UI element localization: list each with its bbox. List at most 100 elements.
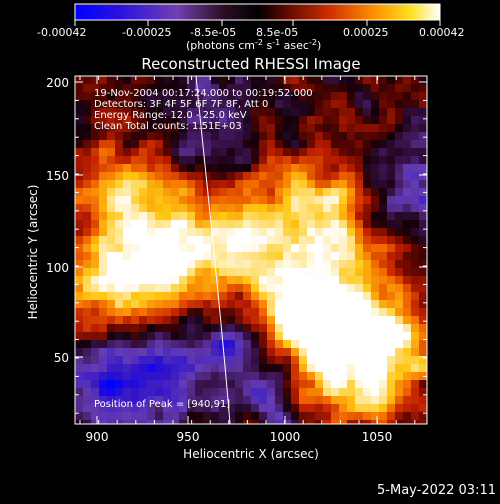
heatmap-cell xyxy=(75,292,83,300)
heatmap-cell xyxy=(259,372,267,380)
heatmap-cell xyxy=(227,204,235,212)
heatmap-cell xyxy=(187,276,195,284)
heatmap-cell xyxy=(347,148,355,156)
heatmap-cell xyxy=(379,300,387,308)
heatmap-cell xyxy=(243,396,251,404)
heatmap-cell xyxy=(251,156,259,164)
heatmap-cell xyxy=(115,204,123,212)
heatmap-cell xyxy=(99,364,107,372)
heatmap-cell xyxy=(371,164,379,172)
heatmap-cell xyxy=(371,76,379,84)
heatmap-cell xyxy=(275,180,283,188)
heatmap-cell xyxy=(179,260,187,268)
heatmap-cell xyxy=(163,420,171,424)
heatmap-cell xyxy=(91,132,99,140)
heatmap-cell xyxy=(171,228,179,236)
heatmap-cell xyxy=(275,276,283,284)
heatmap-cell xyxy=(259,156,267,164)
heatmap-cell xyxy=(83,324,91,332)
heatmap-cell xyxy=(203,196,211,204)
heatmap-cell xyxy=(267,364,275,372)
heatmap-cell xyxy=(99,156,107,164)
heatmap-cell xyxy=(331,284,339,292)
heatmap-cell xyxy=(219,348,227,356)
heatmap-cell xyxy=(315,252,323,260)
info-line-detectors: Detectors: 3F 4F 5F 6F 7F 8F, Att 0 xyxy=(94,99,268,110)
heatmap-cell xyxy=(323,236,331,244)
heatmap-cell xyxy=(195,108,203,116)
heatmap-cell xyxy=(411,404,419,412)
heatmap-cell xyxy=(267,388,275,396)
heatmap-cell xyxy=(347,164,355,172)
heatmap-cell xyxy=(299,324,307,332)
heatmap-cell xyxy=(171,420,179,424)
heatmap-cell xyxy=(323,228,331,236)
heatmap-cell xyxy=(155,404,163,412)
heatmap-cell xyxy=(307,156,315,164)
heatmap-cell xyxy=(115,108,123,116)
heatmap-cell xyxy=(283,420,291,424)
heatmap-cell xyxy=(227,164,235,172)
heatmap-cell xyxy=(291,156,299,164)
heatmap-cell xyxy=(251,164,259,172)
heatmap-cell xyxy=(283,108,291,116)
heatmap-cell xyxy=(347,212,355,220)
heatmap-cell xyxy=(171,308,179,316)
heatmap-cell xyxy=(99,420,107,424)
heatmap-cell xyxy=(195,300,203,308)
heatmap-cell xyxy=(235,204,243,212)
heatmap-cell xyxy=(171,340,179,348)
heatmap-cell xyxy=(267,180,275,188)
heatmap-cell xyxy=(371,172,379,180)
heatmap-cell xyxy=(355,372,363,380)
heatmap-cell xyxy=(371,188,379,196)
heatmap-cell xyxy=(235,116,243,124)
heatmap-cell xyxy=(411,364,419,372)
heatmap-cell xyxy=(91,324,99,332)
heatmap-cell xyxy=(219,292,227,300)
heatmap-cell xyxy=(179,268,187,276)
heatmap-cell xyxy=(163,76,171,84)
heatmap-cell xyxy=(139,76,147,84)
heatmap-cell xyxy=(131,84,139,92)
heatmap-cell xyxy=(123,380,131,388)
heatmap-cell xyxy=(163,284,171,292)
heatmap-cell xyxy=(219,84,227,92)
heatmap-cell xyxy=(219,420,227,424)
heatmap-cell xyxy=(235,388,243,396)
heatmap-cell xyxy=(179,156,187,164)
heatmap-cell xyxy=(387,348,395,356)
heatmap-cell xyxy=(179,356,187,364)
heatmap-cell xyxy=(107,412,115,420)
heatmap-cell xyxy=(147,156,155,164)
heatmap-cell xyxy=(299,284,307,292)
heatmap-cell xyxy=(211,108,219,116)
heatmap-cell xyxy=(211,284,219,292)
heatmap-cell xyxy=(387,372,395,380)
heatmap-cell xyxy=(235,404,243,412)
colorbar-tick-label-3: 8.5e-05 xyxy=(256,26,298,39)
heatmap-cell xyxy=(123,220,131,228)
heatmap-cell xyxy=(139,356,147,364)
heatmap-cell xyxy=(259,292,267,300)
heatmap-cell xyxy=(363,324,371,332)
heatmap-cell xyxy=(91,348,99,356)
heatmap-cell xyxy=(395,132,403,140)
heatmap-cell xyxy=(347,396,355,404)
heatmap-cell xyxy=(251,172,259,180)
heatmap-cell xyxy=(211,348,219,356)
heatmap-cell xyxy=(139,196,147,204)
heatmap-cell xyxy=(355,308,363,316)
heatmap-cell xyxy=(115,164,123,172)
heatmap-cell xyxy=(275,132,283,140)
heatmap-cell xyxy=(323,316,331,324)
heatmap-cell xyxy=(339,364,347,372)
heatmap-cell xyxy=(371,308,379,316)
heatmap-cell xyxy=(123,236,131,244)
heatmap-cell xyxy=(347,388,355,396)
heatmap-cell xyxy=(363,92,371,100)
heatmap-cell xyxy=(259,252,267,260)
heatmap-cell xyxy=(347,308,355,316)
heatmap-cell xyxy=(99,148,107,156)
heatmap-cell xyxy=(147,404,155,412)
